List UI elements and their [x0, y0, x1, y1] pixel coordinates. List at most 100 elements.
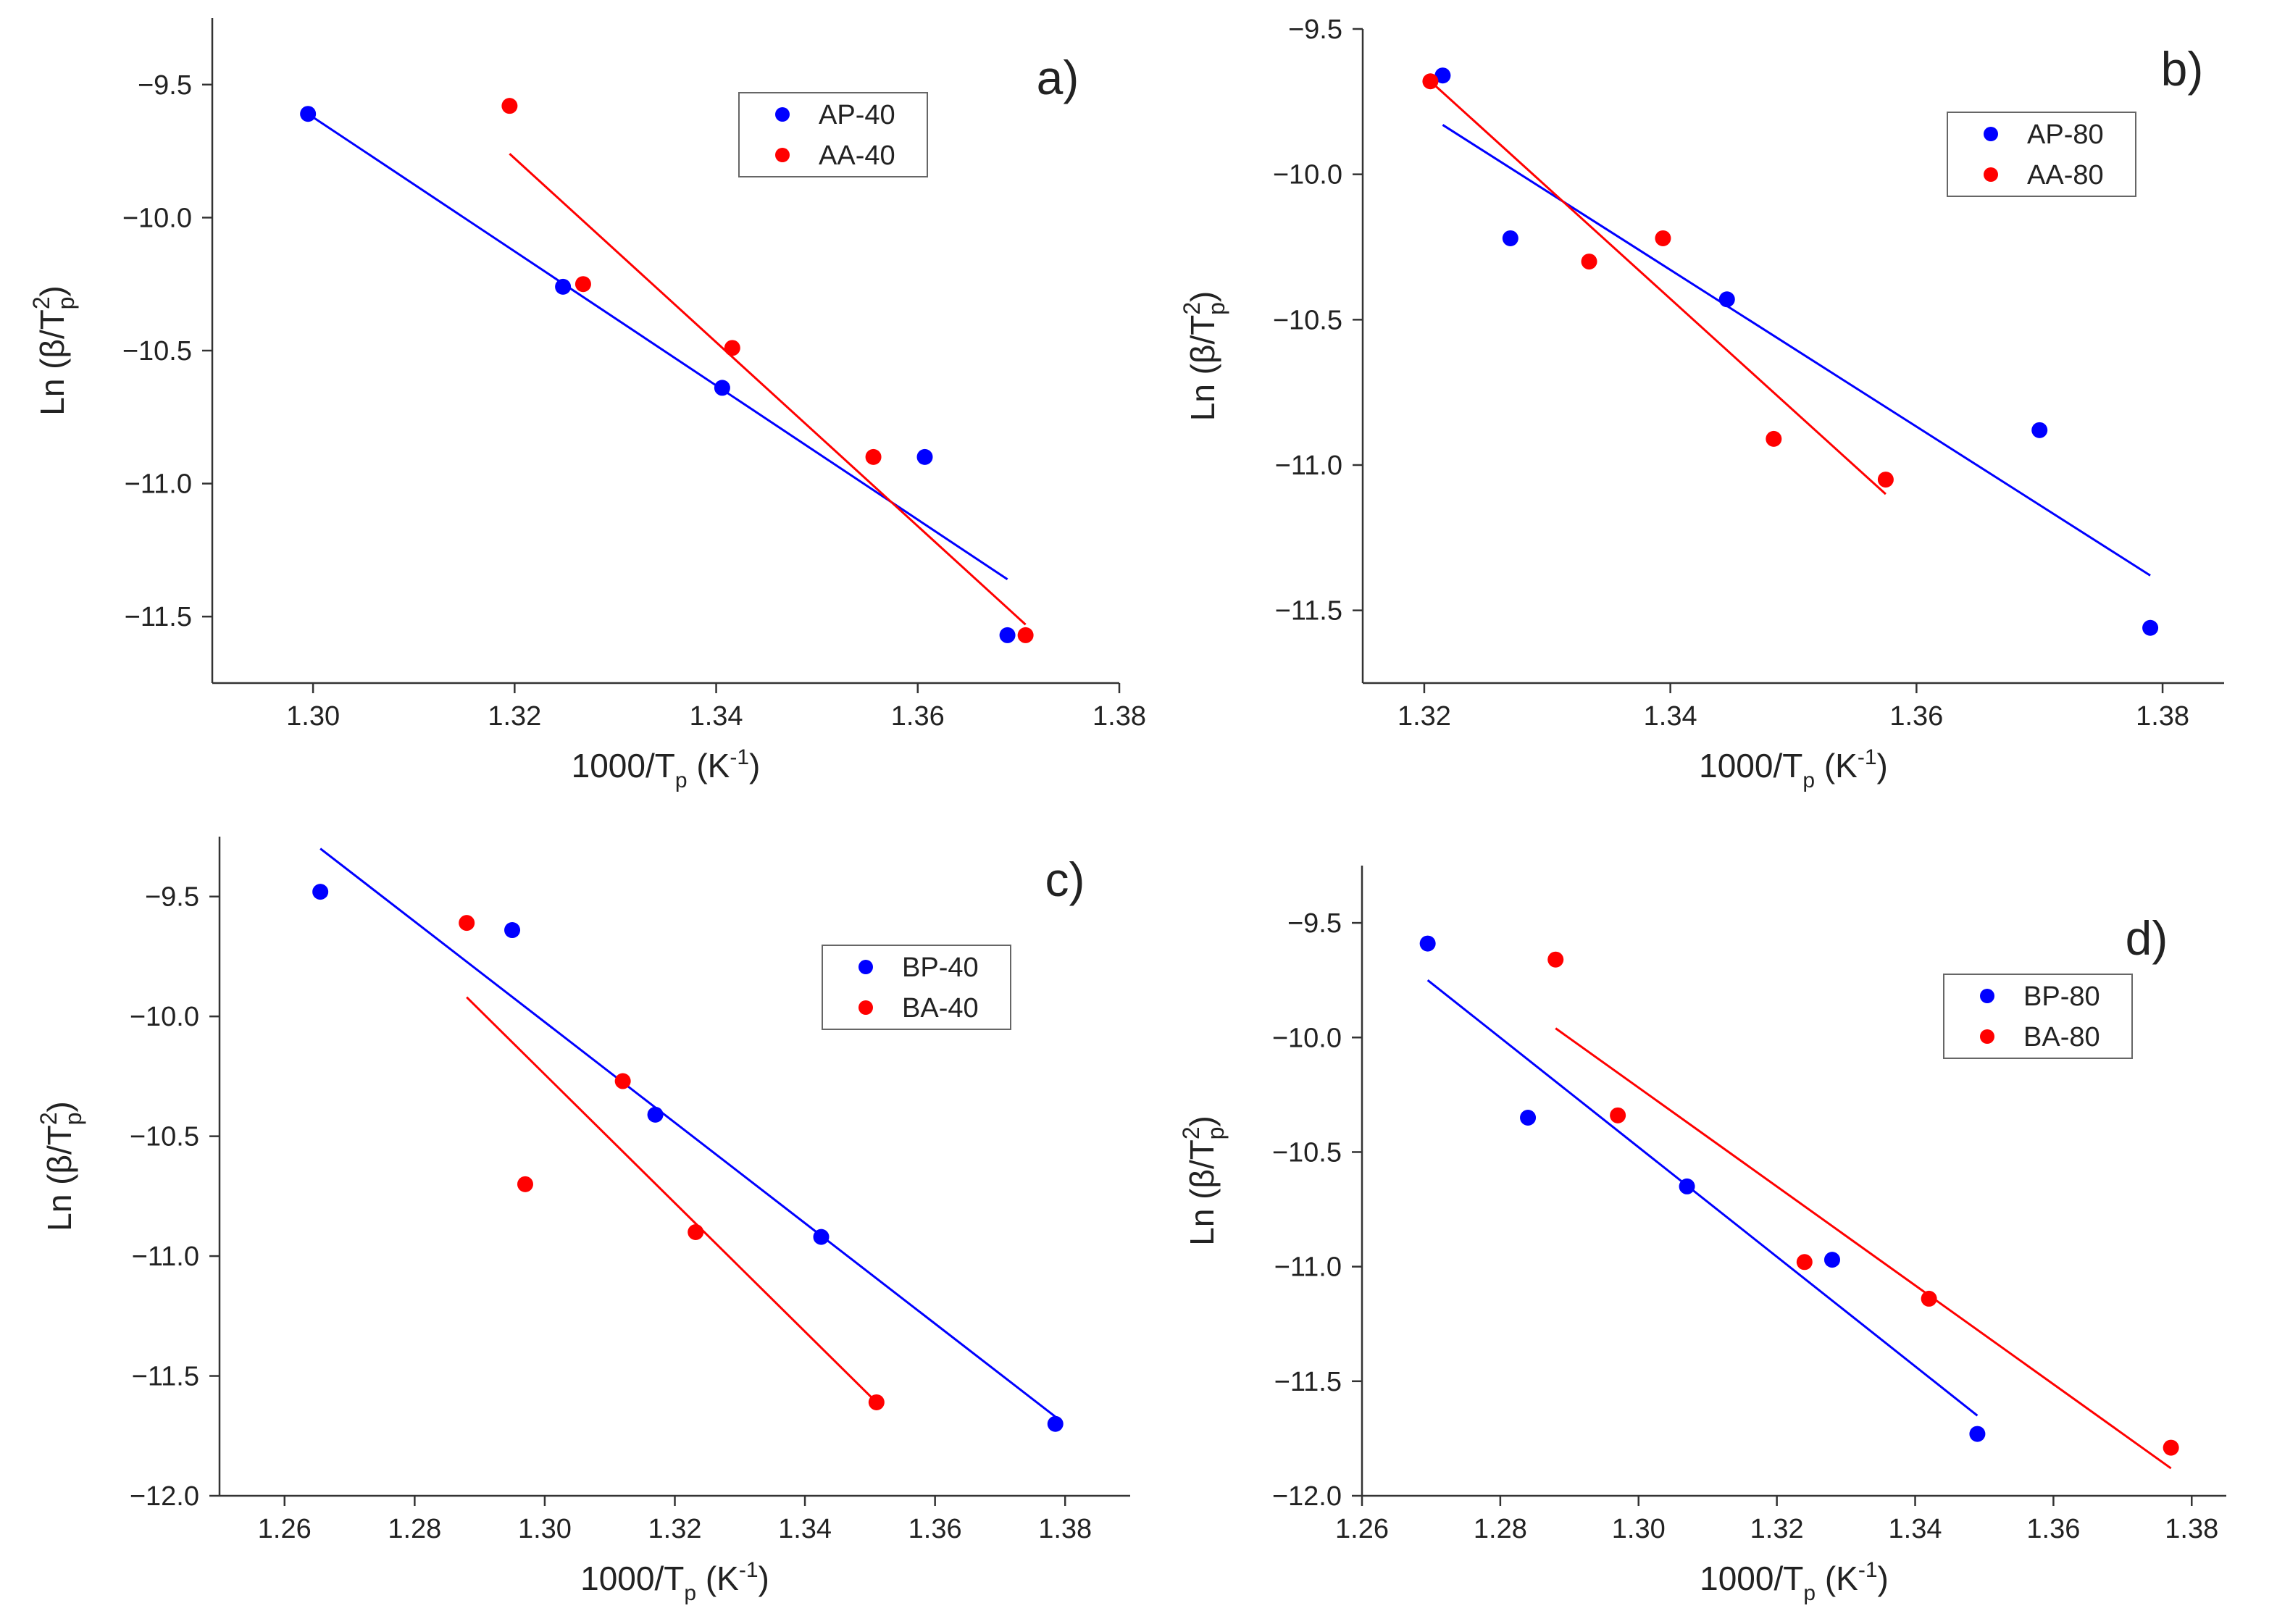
x-axis-label: 1000/Tp (K-1): [1699, 745, 1888, 792]
data-point-BP-80: [1969, 1426, 1986, 1442]
y-axis-label-part: Ln (β/T: [41, 1125, 78, 1231]
x-tick-label: 1.36: [1889, 701, 1943, 732]
y-axis-label-part: 2: [1178, 1126, 1204, 1139]
x-axis-label-part: 1000/T: [572, 747, 675, 784]
y-axis-label-part: 2: [35, 1112, 62, 1125]
x-tick-label: 1.38: [2165, 1514, 2218, 1544]
data-point-AP-40: [916, 448, 933, 465]
legend: AP-80 AA-80: [1947, 112, 2136, 197]
chart-panel-4: 1.26 1.28 1.30 1.32 1.34 1.36 1.38 −9.5 −10.0 −10…: [1178, 866, 2226, 1605]
legend-label: AA-40: [819, 141, 895, 171]
x-axis-label-part: ): [1877, 747, 1888, 784]
data-point-BA-40: [517, 1176, 533, 1192]
x-tick-label: 1.28: [388, 1514, 441, 1544]
legend-marker-BA-40: [858, 1000, 873, 1015]
x-axis-label-part: 1000/T: [1699, 747, 1802, 784]
x-axis-label-part: (K: [696, 1560, 739, 1597]
fit-line-BA-80: [1555, 1027, 2172, 1470]
x-tick-label: 1.36: [2026, 1514, 2080, 1544]
data-point-BP-80: [1823, 1252, 1840, 1268]
data-point-AP-80: [2142, 619, 2159, 636]
y-tick-label: −10.0: [1273, 160, 1342, 191]
y-tick-label: −11.5: [1275, 596, 1342, 627]
data-point-AP-80: [1434, 67, 1451, 84]
data-point-AA-40: [575, 276, 591, 293]
data-point-BA-80: [1921, 1290, 1937, 1307]
data-point-BA-80: [1610, 1107, 1626, 1123]
legend-label: BP-40: [902, 953, 979, 983]
x-axis-label-part: -1: [730, 745, 749, 769]
data-point-AP-40: [999, 627, 1016, 643]
y-tick-label: −9.5: [138, 70, 192, 101]
data-point-AP-40: [714, 380, 730, 396]
y-tick-label: −10.5: [122, 336, 192, 367]
legend-label: AP-80: [2027, 120, 2104, 150]
legend: BP-40 BA-40: [822, 945, 1011, 1030]
chart-panel-1: 1.30 1.32 1.34 1.36 1.38 −9.5 −10.0 −10.5 −11.0 −…: [28, 18, 1146, 792]
legend: AP-40 AA-40: [738, 92, 928, 177]
y-tick-label: −11.0: [132, 1242, 199, 1272]
x-tick-label: 1.30: [518, 1514, 572, 1544]
data-point-AP-80: [1502, 230, 1518, 246]
y-tick-label: −11.5: [1274, 1367, 1342, 1397]
legend-marker-AA-80: [1984, 167, 1998, 182]
legend-label: BA-80: [2023, 1022, 2100, 1052]
chart-panel-3: 1.26 1.28 1.30 1.32 1.34 1.36 1.38 −9.5 −10.0 −10…: [35, 837, 1130, 1605]
x-tick-label: 1.38: [2136, 701, 2189, 732]
y-tick-label: −9.5: [145, 882, 199, 913]
legend-marker-AA-40: [775, 148, 790, 162]
legend-label: AA-80: [2027, 160, 2104, 191]
x-tick-label: 1.36: [908, 1514, 962, 1544]
x-axis-label-part: 1000/T: [1700, 1560, 1803, 1597]
data-point-BA-40: [688, 1224, 704, 1240]
y-axis-label-part: ): [1183, 1116, 1221, 1126]
y-tick-label: −12.0: [130, 1481, 199, 1512]
x-tick-label: 1.32: [648, 1514, 702, 1544]
y-axis-label: Ln (β/T2p): [35, 1101, 86, 1231]
panel-label: b): [2161, 42, 2204, 96]
y-tick-label: −9.5: [1288, 14, 1342, 45]
series-BA-40: [459, 915, 885, 1410]
data-point-BA-80: [1796, 1254, 1813, 1271]
legend-box: [738, 92, 928, 177]
y-tick-label: −10.5: [1272, 1137, 1342, 1168]
legend: BP-80 BA-80: [1943, 974, 2133, 1059]
data-point-BP-80: [1520, 1110, 1537, 1126]
y-axis-label-part: p: [60, 1113, 86, 1126]
legend-box: [1947, 112, 2136, 197]
data-point-AA-80: [1877, 472, 1894, 488]
x-axis-label-part: p: [675, 769, 688, 792]
y-tick-label: −10.5: [1273, 305, 1342, 335]
x-tick-label: 1.34: [778, 1514, 832, 1544]
x-axis-label: 1000/Tp (K-1): [580, 1558, 769, 1605]
data-point-BA-40: [459, 915, 475, 932]
data-point-AP-40: [555, 278, 572, 295]
y-tick-label: −11.0: [1274, 1252, 1342, 1283]
y-axis-label-part: ): [1184, 291, 1221, 302]
y-axis-label-part: Ln (β/T: [1184, 315, 1221, 422]
y-axis-label-part: 2: [28, 296, 54, 309]
x-tick-label: 1.30: [286, 701, 340, 732]
data-point-BP-80: [1679, 1178, 1695, 1194]
y-axis-label-part: ): [41, 1101, 78, 1112]
x-tick-label: 1.32: [488, 701, 541, 732]
legend-label: BA-40: [902, 993, 979, 1024]
x-tick-label: 1.34: [1644, 701, 1697, 732]
x-axis-label-part: p: [1803, 1581, 1816, 1605]
data-point-BP-40: [1047, 1415, 1064, 1432]
y-tick-label: −11.5: [132, 1362, 199, 1392]
x-axis-label-part: 1000/T: [580, 1560, 684, 1597]
data-point-AP-80: [2031, 422, 2048, 438]
fit-line-BP-40: [319, 847, 1056, 1418]
x-axis-label-part: ): [749, 747, 760, 784]
data-point-AA-40: [865, 448, 882, 465]
series-AA-40: [501, 98, 1034, 643]
x-axis-label: 1000/Tp (K-1): [572, 745, 761, 792]
y-tick-label: −10.0: [1272, 1023, 1342, 1053]
data-point-AA-80: [1655, 230, 1671, 246]
y-tick-label: −11.5: [125, 602, 192, 632]
data-point-AP-80: [1718, 291, 1735, 308]
x-axis-label-part: ): [1878, 1560, 1889, 1597]
